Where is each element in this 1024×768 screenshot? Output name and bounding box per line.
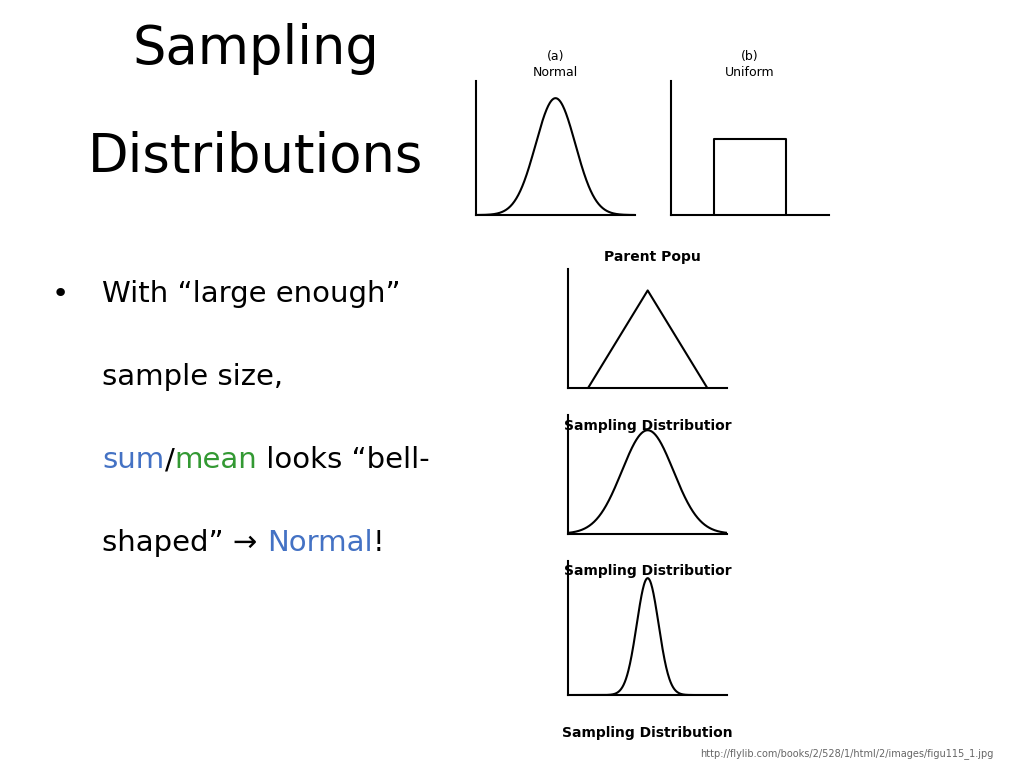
Text: looks “bell-: looks “bell- bbox=[257, 446, 430, 474]
Text: shaped” →: shaped” → bbox=[102, 529, 267, 557]
Text: Parent Popu: Parent Popu bbox=[604, 250, 701, 263]
Text: Sampling Distribution: Sampling Distribution bbox=[562, 726, 733, 740]
Text: mean: mean bbox=[174, 446, 257, 474]
Text: Distributions: Distributions bbox=[88, 131, 424, 183]
Text: Sampling Distributior: Sampling Distributior bbox=[564, 564, 731, 578]
Text: With “large enough”: With “large enough” bbox=[102, 280, 401, 308]
Text: !: ! bbox=[373, 529, 384, 557]
Title: (b)
Uniform: (b) Uniform bbox=[725, 51, 775, 79]
Text: /: / bbox=[165, 446, 174, 474]
Text: sample size,: sample size, bbox=[102, 363, 284, 391]
Text: http://flylib.com/books/2/528/1/html/2/images/figu115_1.jpg: http://flylib.com/books/2/528/1/html/2/i… bbox=[700, 748, 993, 759]
Text: Sampling Distributior: Sampling Distributior bbox=[564, 419, 731, 432]
Text: •: • bbox=[51, 280, 69, 308]
Title: (a)
Normal: (a) Normal bbox=[532, 51, 579, 79]
Text: Normal: Normal bbox=[267, 529, 373, 557]
Text: sum: sum bbox=[102, 446, 165, 474]
Text: Sampling: Sampling bbox=[133, 23, 379, 75]
